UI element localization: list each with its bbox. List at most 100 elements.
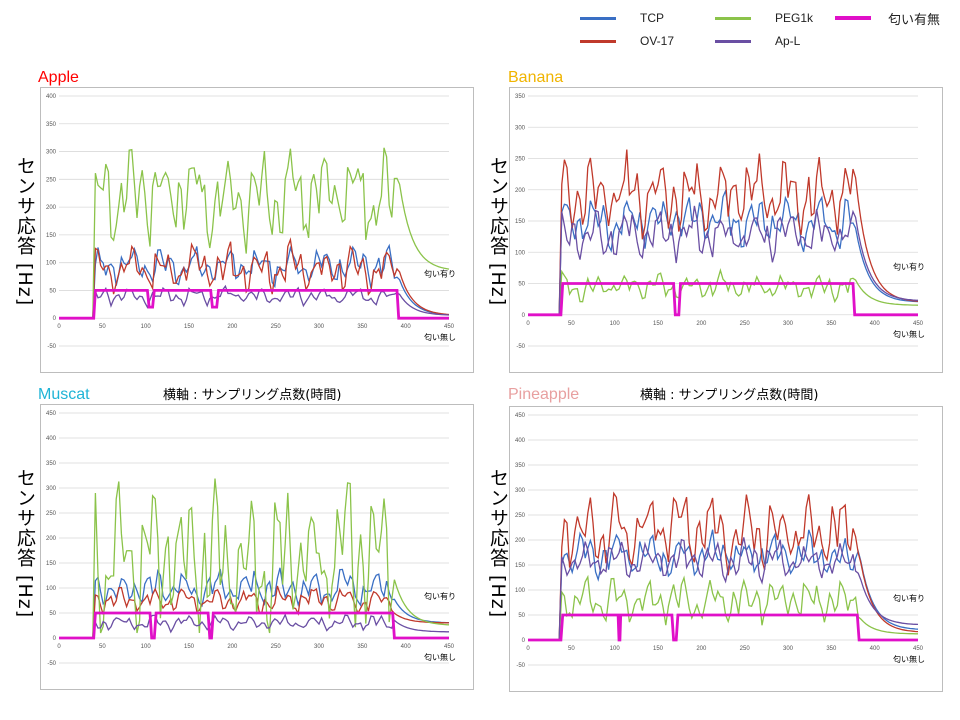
- x-tick-label: 100: [610, 646, 621, 652]
- series-line-tcp: [59, 243, 450, 319]
- y-axis-label-pineapple: センサ応答 [Hz]: [487, 468, 509, 619]
- y-tick-label: 200: [515, 538, 526, 544]
- x-tick-label: 250: [740, 321, 751, 327]
- annotation-odor-off: 匂い無し: [424, 332, 456, 342]
- legend-swatch-ov17: [580, 40, 616, 43]
- y-tick-label: -50: [47, 344, 56, 350]
- series-line-ov-17: [59, 237, 450, 319]
- plot-frame-muscat: -50 0 50 100 150 200 250 300 350 400 450 0 50 100 150 2…: [40, 404, 474, 690]
- y-tick-label: 100: [515, 250, 526, 256]
- odor-indicator-line: [59, 289, 449, 320]
- series-line-ap-l: [59, 284, 450, 319]
- y-tick-label: 100: [515, 588, 526, 594]
- chart-pineapple: -50 0 50 100 150 200 250 300 350 400 450 0 50 100 150 2…: [515, 413, 925, 669]
- x-tick-label: 350: [357, 644, 368, 650]
- x-tick-label: 450: [444, 644, 455, 650]
- y-tick-label: -50: [47, 661, 56, 667]
- y-tick-label: 350: [46, 461, 57, 467]
- y-tick-label: 300: [515, 125, 526, 131]
- y-tick-label: 450: [46, 411, 57, 417]
- plot-frame-banana: -50 0 50 100 150 200 250 300 350 0 50 100 150 200 250 3…: [509, 87, 943, 373]
- y-tick-label: 100: [46, 586, 57, 592]
- x-tick-label: 400: [401, 644, 412, 650]
- x-tick-label: 200: [696, 646, 707, 652]
- y-tick-label: 150: [46, 561, 57, 567]
- x-tick-label: 50: [99, 644, 106, 650]
- chart-title-pineapple: Pineapple: [508, 386, 580, 403]
- y-axis-label-muscat: センサ応答 [Hz]: [14, 468, 36, 619]
- legend-label-odor: 匂い有無: [888, 12, 941, 27]
- x-tick-label: 150: [184, 324, 195, 330]
- annotation-odor-on: 匂い有り: [424, 591, 456, 601]
- x-tick-label: 250: [271, 644, 282, 650]
- x-tick-label: 250: [740, 646, 751, 652]
- x-tick-label: 0: [526, 646, 530, 652]
- x-tick-label: 200: [227, 324, 238, 330]
- y-tick-label: 250: [515, 157, 526, 163]
- x-tick-label: 150: [653, 646, 664, 652]
- y-tick-label: 300: [46, 150, 57, 156]
- series-line-tcp: [528, 529, 919, 641]
- y-tick-label: -50: [516, 663, 525, 669]
- plot-frame-pineapple: -50 0 50 100 150 200 250 300 350 400 450 0 50 100 150 2…: [509, 406, 943, 692]
- series-line-ov-17: [528, 149, 919, 316]
- y-tick-label: 400: [515, 438, 526, 444]
- annotation-odor-off: 匂い無し: [424, 652, 456, 662]
- annotation-odor-on: 匂い有り: [893, 593, 925, 603]
- y-tick-label: 300: [515, 488, 526, 494]
- series-line-peg1k: [528, 574, 918, 641]
- x-tick-label: 50: [568, 646, 575, 652]
- y-tick-label: 50: [518, 282, 525, 288]
- y-tick-label: 0: [522, 638, 526, 644]
- y-tick-label: 250: [515, 513, 526, 519]
- odor-indicator-line: [528, 282, 918, 317]
- y-tick-label: 150: [515, 219, 526, 225]
- x-tick-label: 150: [653, 321, 664, 327]
- y-axis-label-banana: センサ応答 [Hz]: [487, 156, 509, 307]
- legend-label-tcp: TCP: [640, 11, 664, 25]
- x-tick-label: 300: [783, 646, 794, 652]
- legend-swatch-peg1k: [715, 17, 751, 20]
- y-tick-label: 250: [46, 511, 57, 517]
- x-tick-label: 200: [696, 321, 707, 327]
- chart-title-banana: Banana: [508, 69, 564, 86]
- series-line-ov-17: [528, 491, 919, 641]
- series-line-peg1k: [59, 147, 450, 319]
- y-tick-label: 350: [46, 122, 57, 128]
- x-tick-label: 450: [913, 646, 924, 652]
- legend-swatch-odor: [835, 16, 871, 20]
- y-axis-label-apple: センサ応答 [Hz]: [14, 156, 36, 307]
- x-axis-caption-left: 横軸 : サンプリング点数(時間): [163, 388, 342, 403]
- series-line-tcp: [528, 188, 919, 316]
- x-tick-label: 400: [401, 324, 412, 330]
- y-tick-label: 450: [515, 413, 526, 419]
- x-tick-label: 100: [141, 324, 152, 330]
- odor-indicator-line: [59, 611, 449, 640]
- x-axis-caption-right: 横軸 : サンプリング点数(時間): [640, 388, 819, 403]
- legend-label-peg1k: PEG1k: [775, 11, 814, 25]
- odor-indicator-line: [528, 613, 918, 642]
- chart-banana: -50 0 50 100 150 200 250 300 350 0 50 100 150 200 250 3…: [515, 94, 925, 350]
- x-tick-label: 200: [227, 644, 238, 650]
- legend: TCP OV-17 PEG1k Ap-L 匂い有無: [560, 6, 960, 56]
- y-tick-label: 100: [46, 261, 57, 267]
- series-line-ov-17: [59, 585, 450, 639]
- series-line-peg1k: [59, 478, 450, 639]
- x-tick-label: 100: [141, 644, 152, 650]
- x-tick-label: 50: [99, 324, 106, 330]
- x-tick-label: 350: [826, 646, 837, 652]
- y-tick-label: 0: [53, 316, 57, 322]
- x-tick-label: 0: [526, 321, 530, 327]
- x-tick-label: 350: [357, 324, 368, 330]
- y-tick-label: -50: [516, 344, 525, 350]
- x-tick-label: 300: [314, 644, 325, 650]
- series-line-ap-l: [528, 537, 919, 641]
- x-tick-label: 0: [57, 324, 61, 330]
- x-tick-label: 0: [57, 644, 61, 650]
- annotation-odor-on: 匂い有り: [893, 262, 925, 272]
- y-tick-label: 350: [515, 94, 526, 100]
- series-line-ap-l: [59, 613, 449, 639]
- x-tick-label: 450: [444, 324, 455, 330]
- annotation-odor-off: 匂い無し: [893, 329, 925, 339]
- y-tick-label: 200: [46, 205, 57, 211]
